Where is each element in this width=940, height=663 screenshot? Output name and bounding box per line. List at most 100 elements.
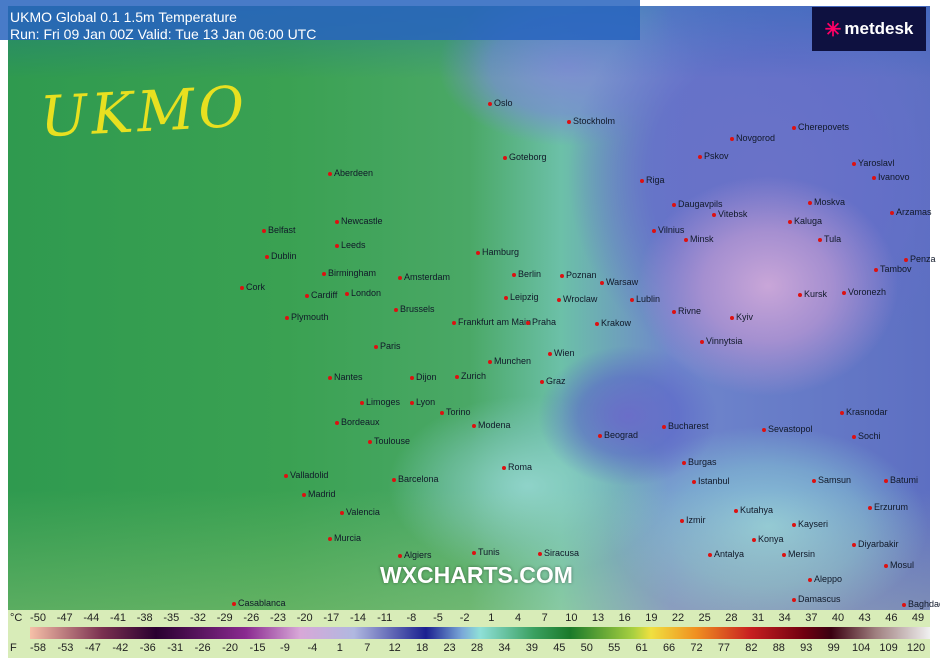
city-label: Dublin — [265, 251, 297, 261]
celsius-tick: -14 — [350, 612, 366, 624]
celsius-tick: -50 — [30, 612, 46, 624]
city-label: Leipzig — [504, 292, 539, 302]
fahrenheit-tick: -42 — [112, 642, 129, 654]
celsius-tick: 7 — [541, 612, 548, 624]
city-label: Cherepovets — [792, 122, 849, 132]
city-label: Warsaw — [600, 277, 638, 287]
celsius-tick: 10 — [565, 612, 578, 624]
celsius-tick: 46 — [885, 612, 898, 624]
celsius-tick: 28 — [725, 612, 738, 624]
city-label: Tunis — [472, 547, 500, 557]
city-label: Sochi — [852, 431, 881, 441]
fahrenheit-tick: -4 — [307, 642, 318, 654]
city-label: Frankfurt am Main — [452, 317, 531, 327]
city-label: Leeds — [335, 240, 366, 250]
city-label: Valencia — [340, 507, 380, 517]
city-label: Birmingham — [322, 268, 376, 278]
city-label: Cardiff — [305, 290, 337, 300]
city-label: Kaluga — [788, 216, 822, 226]
city-label: Vilnius — [652, 225, 684, 235]
city-label: Zurich — [455, 371, 486, 381]
city-label: Minsk — [684, 234, 714, 244]
fahrenheit-tick: 55 — [608, 642, 621, 654]
fahrenheit-tick: 7 — [364, 642, 371, 654]
fahrenheit-tick: 77 — [717, 642, 731, 654]
fahrenheit-tick: 1 — [336, 642, 343, 654]
city-label: Tula — [818, 234, 841, 244]
fahrenheit-tick: 50 — [580, 642, 593, 654]
city-label: Yaroslavl — [852, 158, 894, 168]
city-label: Plymouth — [285, 312, 329, 322]
city-label: Vinnytsia — [700, 336, 742, 346]
celsius-tick: 19 — [645, 612, 658, 624]
city-label: Krakow — [595, 318, 631, 328]
celsius-tick: -17 — [323, 612, 340, 624]
city-label: Beograd — [598, 430, 638, 440]
celsius-tick: -47 — [56, 612, 73, 624]
handwritten-annotation: UKMO — [38, 74, 250, 151]
fahrenheit-tick: -26 — [194, 642, 211, 654]
fahrenheit-tick: -53 — [57, 642, 74, 654]
city-label: Brussels — [394, 304, 435, 314]
celsius-tick: 16 — [618, 612, 631, 624]
city-label: Bordeaux — [335, 417, 380, 427]
fahrenheit-tick: 99 — [827, 642, 840, 654]
run-valid-time: Run: Fri 09 Jan 00Z Valid: Tue 13 Jan 06… — [10, 26, 317, 42]
celsius-tick: -11 — [377, 612, 393, 624]
fahrenheit-tick: -15 — [249, 642, 266, 654]
celsius-tick: -20 — [296, 612, 313, 624]
chart-title: UKMO Global 0.1 1.5m Temperature Run: Fr… — [10, 9, 316, 43]
city-label: Bucharest — [662, 421, 709, 431]
city-label: Valladolid — [284, 470, 328, 480]
celsius-tick: 4 — [514, 612, 522, 624]
city-label: Batumi — [884, 475, 918, 485]
celsius-tick: 22 — [671, 612, 685, 624]
celsius-tick: -38 — [136, 612, 153, 624]
city-label: Lublin — [630, 294, 660, 304]
city-label: Baghdad — [902, 599, 940, 609]
fahrenheit-tick: 66 — [662, 642, 676, 654]
celsius-tick: -44 — [83, 612, 100, 624]
city-label: Kayseri — [792, 519, 828, 529]
fahrenheit-tick: 104 — [851, 642, 871, 654]
city-label: Toulouse — [368, 436, 410, 446]
fahrenheit-tick: 82 — [745, 642, 758, 654]
city-label: Hamburg — [476, 247, 519, 257]
city-label: Arzamas — [890, 207, 932, 217]
city-label: Moskva — [808, 197, 845, 207]
city-label: Penza — [904, 254, 936, 264]
celsius-tick: 40 — [831, 612, 845, 624]
celsius-tick: -41 — [110, 612, 126, 624]
fahrenheit-unit: F — [10, 642, 17, 654]
celsius-tick: 1 — [488, 612, 495, 624]
temperature-map[interactable] — [8, 6, 930, 610]
city-label: Amsterdam — [398, 272, 450, 282]
city-label: Izmir — [680, 515, 706, 525]
city-label: Murcia — [328, 533, 361, 543]
celsius-tick: -2 — [459, 612, 470, 624]
city-label: Krasnodar — [840, 407, 888, 417]
city-label: Newcastle — [335, 216, 383, 226]
city-label: Dijon — [410, 372, 437, 382]
city-label: Antalya — [708, 549, 744, 559]
city-label: Mosul — [884, 560, 914, 570]
fahrenheit-tick: -47 — [84, 642, 101, 654]
city-label: Burgas — [682, 457, 717, 467]
city-label: Mersin — [782, 549, 815, 559]
celsius-tick: -23 — [270, 612, 286, 624]
city-label: Nantes — [328, 372, 363, 382]
city-label: Wien — [548, 348, 575, 358]
fahrenheit-tick: 18 — [416, 642, 429, 654]
city-label: Istanbul — [692, 476, 730, 486]
city-label: Kutahya — [734, 505, 773, 515]
color-scale-bar — [30, 627, 930, 639]
fahrenheit-tick: 39 — [525, 642, 538, 654]
metdesk-logo: ✳ metdesk — [812, 7, 926, 51]
city-label: Praha — [526, 317, 556, 327]
city-label: Wroclaw — [557, 294, 597, 304]
celsius-tick: 34 — [778, 612, 791, 624]
city-label: Berlin — [512, 269, 541, 279]
city-label: Casablanca — [232, 598, 286, 608]
fahrenheit-tick: -31 — [167, 642, 184, 654]
city-label: Barcelona — [392, 474, 439, 484]
